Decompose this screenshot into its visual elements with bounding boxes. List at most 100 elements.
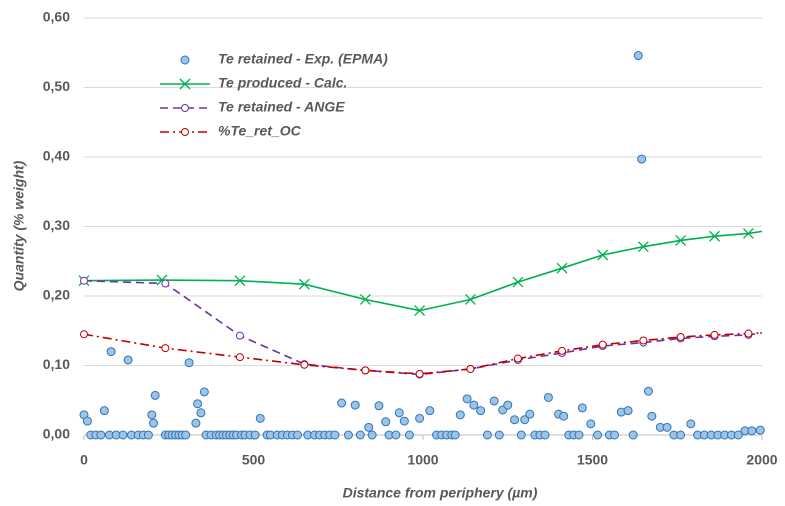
marker [394, 408, 404, 418]
marker [466, 364, 475, 373]
marker [350, 400, 360, 410]
marker [503, 400, 513, 410]
marker [199, 387, 209, 397]
x-axis-label: Distance from periphery (µm) [343, 485, 538, 501]
marker [623, 406, 633, 416]
x-tick-label: 2000 [746, 452, 777, 468]
marker [374, 401, 384, 411]
marker [462, 394, 472, 404]
y-tick-label: 0,10 [43, 356, 70, 372]
marker [586, 419, 596, 429]
marker [465, 294, 476, 305]
marker [193, 399, 203, 409]
marker [686, 419, 696, 429]
marker [425, 406, 435, 416]
marker [148, 418, 158, 428]
x-tick-label: 1000 [407, 452, 438, 468]
marker [543, 392, 553, 402]
marker [337, 398, 347, 408]
marker [574, 430, 584, 440]
marker [234, 275, 246, 287]
marker [250, 430, 260, 440]
marker [293, 430, 303, 440]
marker [733, 430, 743, 440]
marker [469, 400, 479, 410]
marker [123, 355, 133, 365]
marker [150, 390, 160, 400]
marker [510, 415, 520, 425]
marker [367, 430, 377, 440]
marker [147, 410, 157, 420]
marker [675, 234, 687, 246]
x-tick-label: 500 [242, 452, 266, 468]
y-tick-label: 0,60 [43, 9, 70, 25]
marker [676, 333, 685, 342]
marker [415, 413, 425, 423]
marker [300, 360, 309, 369]
marker [556, 262, 568, 274]
marker [637, 241, 649, 253]
marker [399, 416, 409, 426]
legend-label: %Te_ret_OC [218, 123, 302, 139]
marker [235, 331, 244, 340]
marker [184, 358, 194, 368]
marker [161, 344, 170, 353]
marker [540, 430, 550, 440]
marker [647, 411, 657, 421]
legend-marker [181, 128, 189, 136]
y-tick-label: 0,00 [43, 426, 70, 442]
x-tick-label: 1500 [577, 452, 608, 468]
y-axis-label: Quantity (% weight) [11, 160, 27, 291]
marker [255, 413, 265, 423]
marker [96, 430, 106, 440]
marker [343, 430, 353, 440]
series-line [83, 332, 763, 375]
marker [414, 305, 426, 317]
marker [404, 430, 414, 440]
marker [355, 430, 365, 440]
marker [577, 403, 587, 413]
marker [520, 415, 530, 425]
marker [191, 418, 201, 428]
legend-label: Te produced - Calc. [218, 75, 347, 91]
legend-marker [180, 55, 190, 65]
marker [516, 430, 526, 440]
marker [106, 347, 116, 357]
y-tick-label: 0,30 [43, 217, 70, 233]
marker [742, 227, 754, 239]
marker [598, 340, 607, 349]
marker [610, 430, 620, 440]
marker [364, 422, 374, 432]
y-tick-label: 0,20 [43, 287, 70, 303]
legend-label: Te retained - Exp. (EPMA) [218, 51, 388, 67]
marker [559, 411, 569, 421]
y-tick-label: 0,40 [43, 148, 70, 164]
marker [359, 294, 371, 305]
marker [181, 430, 191, 440]
marker [235, 353, 244, 362]
marker [143, 430, 153, 440]
marker [525, 409, 535, 419]
marker [450, 430, 460, 440]
y-tick-label: 0,50 [43, 78, 70, 94]
marker [415, 369, 424, 378]
marker [196, 408, 206, 418]
marker [482, 430, 492, 440]
marker [633, 51, 643, 61]
marker [662, 422, 672, 432]
marker [593, 430, 603, 440]
marker [455, 410, 465, 420]
marker [643, 386, 653, 396]
marker [709, 230, 720, 242]
marker [628, 430, 638, 440]
marker [755, 425, 765, 435]
marker [710, 330, 719, 339]
marker [494, 430, 504, 440]
marker [639, 336, 648, 345]
marker [330, 430, 340, 440]
marker [381, 417, 391, 427]
marker [512, 276, 524, 288]
legend-marker [181, 104, 189, 112]
marker [99, 406, 109, 416]
